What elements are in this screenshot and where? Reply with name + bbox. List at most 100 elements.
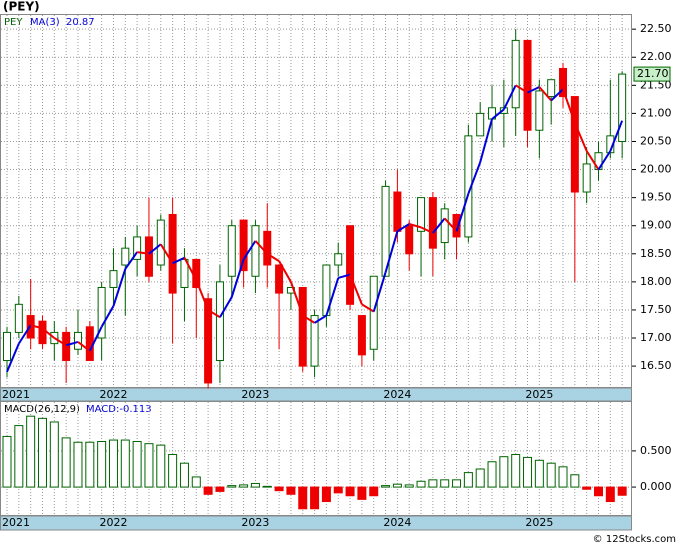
candle-body [440, 208, 449, 244]
macd-bar [594, 486, 603, 497]
candle-body [204, 298, 213, 384]
y-tick-label: 16.50 [640, 359, 672, 372]
macd-bar [168, 454, 178, 488]
y-tick-label: 18.00 [640, 275, 672, 288]
ma-segment [609, 120, 624, 152]
macd-bar [345, 486, 355, 497]
candle-body [3, 331, 11, 361]
macd-bar [132, 441, 142, 488]
macd-bar [2, 435, 12, 488]
macd-bar [333, 486, 343, 494]
candle-body [476, 112, 485, 137]
x-tick-label: 2023 [241, 388, 269, 401]
macd-bar [357, 486, 367, 500]
macd-bar [582, 486, 592, 490]
ma-segment [183, 257, 198, 281]
candle-body [523, 39, 532, 131]
ma-segment [302, 314, 316, 324]
y-tick-label: 21.00 [640, 106, 672, 119]
ma-segment [337, 273, 351, 279]
macd-bar [14, 425, 24, 488]
ma-segment [254, 240, 268, 255]
x-tick-label: 2024 [383, 388, 411, 401]
y-tick-label: 20.50 [640, 134, 672, 147]
macd-bar [120, 439, 130, 488]
candle-body [452, 213, 461, 238]
macd-bar [61, 437, 71, 488]
candle-body [227, 225, 236, 277]
macd-bar [179, 462, 189, 488]
macd-bar [499, 456, 509, 488]
macd-title: MACD(26,12,9) [4, 404, 80, 415]
candle-body [357, 315, 366, 356]
ma-segment [195, 279, 210, 311]
candle-body [310, 315, 319, 367]
x-tick-label: 2024 [383, 516, 411, 529]
ma-segment [41, 327, 55, 339]
y-tick-label: 17.00 [640, 331, 672, 344]
macd-bar [191, 476, 201, 488]
candle-body [393, 191, 402, 232]
y-tick-label: 19.50 [640, 191, 672, 204]
ma-segment [585, 150, 600, 171]
candle-body [38, 320, 47, 345]
macd-bar [239, 484, 249, 488]
candle-body [511, 39, 520, 109]
macd-bar [605, 486, 615, 503]
candle-body [14, 303, 23, 333]
candle-body [369, 275, 378, 350]
candle-body [381, 185, 390, 277]
macd-bar [49, 421, 59, 488]
candle-body [168, 213, 177, 294]
macd-bar [617, 486, 627, 496]
macd-bar [463, 472, 473, 488]
candle-body [334, 253, 343, 266]
x-tick-label: 2021 [2, 388, 30, 401]
candle-body [156, 219, 165, 266]
macd-bar [534, 459, 544, 488]
y-tick-label: 18.50 [640, 247, 672, 260]
x-tick-label: 2022 [99, 388, 127, 401]
ma-segment [159, 243, 174, 264]
ma-segment [550, 88, 564, 102]
ma-segment [467, 161, 482, 195]
macd-bar [558, 466, 568, 488]
macd-bar [440, 479, 450, 488]
macd-bar [392, 483, 402, 488]
legend-symbol: PEY [4, 17, 23, 28]
macd-bar [250, 482, 260, 488]
x-tick-label: 2023 [241, 516, 269, 529]
ma-segment [230, 259, 245, 298]
candle-body [428, 197, 437, 249]
macd-bar [274, 486, 284, 492]
ma-segment [515, 84, 529, 94]
ma-segment [562, 88, 576, 124]
candle-body [239, 219, 248, 272]
macd-bar [262, 485, 272, 488]
ma-segment [112, 268, 127, 307]
candle-body [346, 225, 355, 305]
candle-body [97, 286, 106, 339]
ma-segment [30, 324, 43, 330]
ma-segment [136, 251, 150, 255]
macd-bar [511, 454, 521, 488]
candle-body [215, 281, 224, 361]
x-tick-label: 2021 [2, 516, 30, 529]
ma-segment [314, 314, 327, 324]
ma-segment [361, 303, 375, 313]
candle-body [618, 73, 627, 142]
ma-segment [325, 277, 340, 316]
macd-bar [546, 462, 556, 488]
y-tick-label: 17.50 [640, 303, 672, 316]
candle-body [559, 67, 568, 98]
candle-body [535, 90, 544, 131]
legend-ma: MA(3) [30, 17, 60, 28]
ma-segment [65, 340, 79, 347]
ma-segment [573, 122, 588, 152]
y-tick-label: 0.000 [640, 480, 672, 493]
ma-segment [124, 251, 138, 270]
ma-segment [219, 296, 233, 318]
ma-segment [148, 243, 162, 255]
macd-bar [570, 474, 580, 488]
y-tick-label: 19.00 [640, 219, 672, 232]
